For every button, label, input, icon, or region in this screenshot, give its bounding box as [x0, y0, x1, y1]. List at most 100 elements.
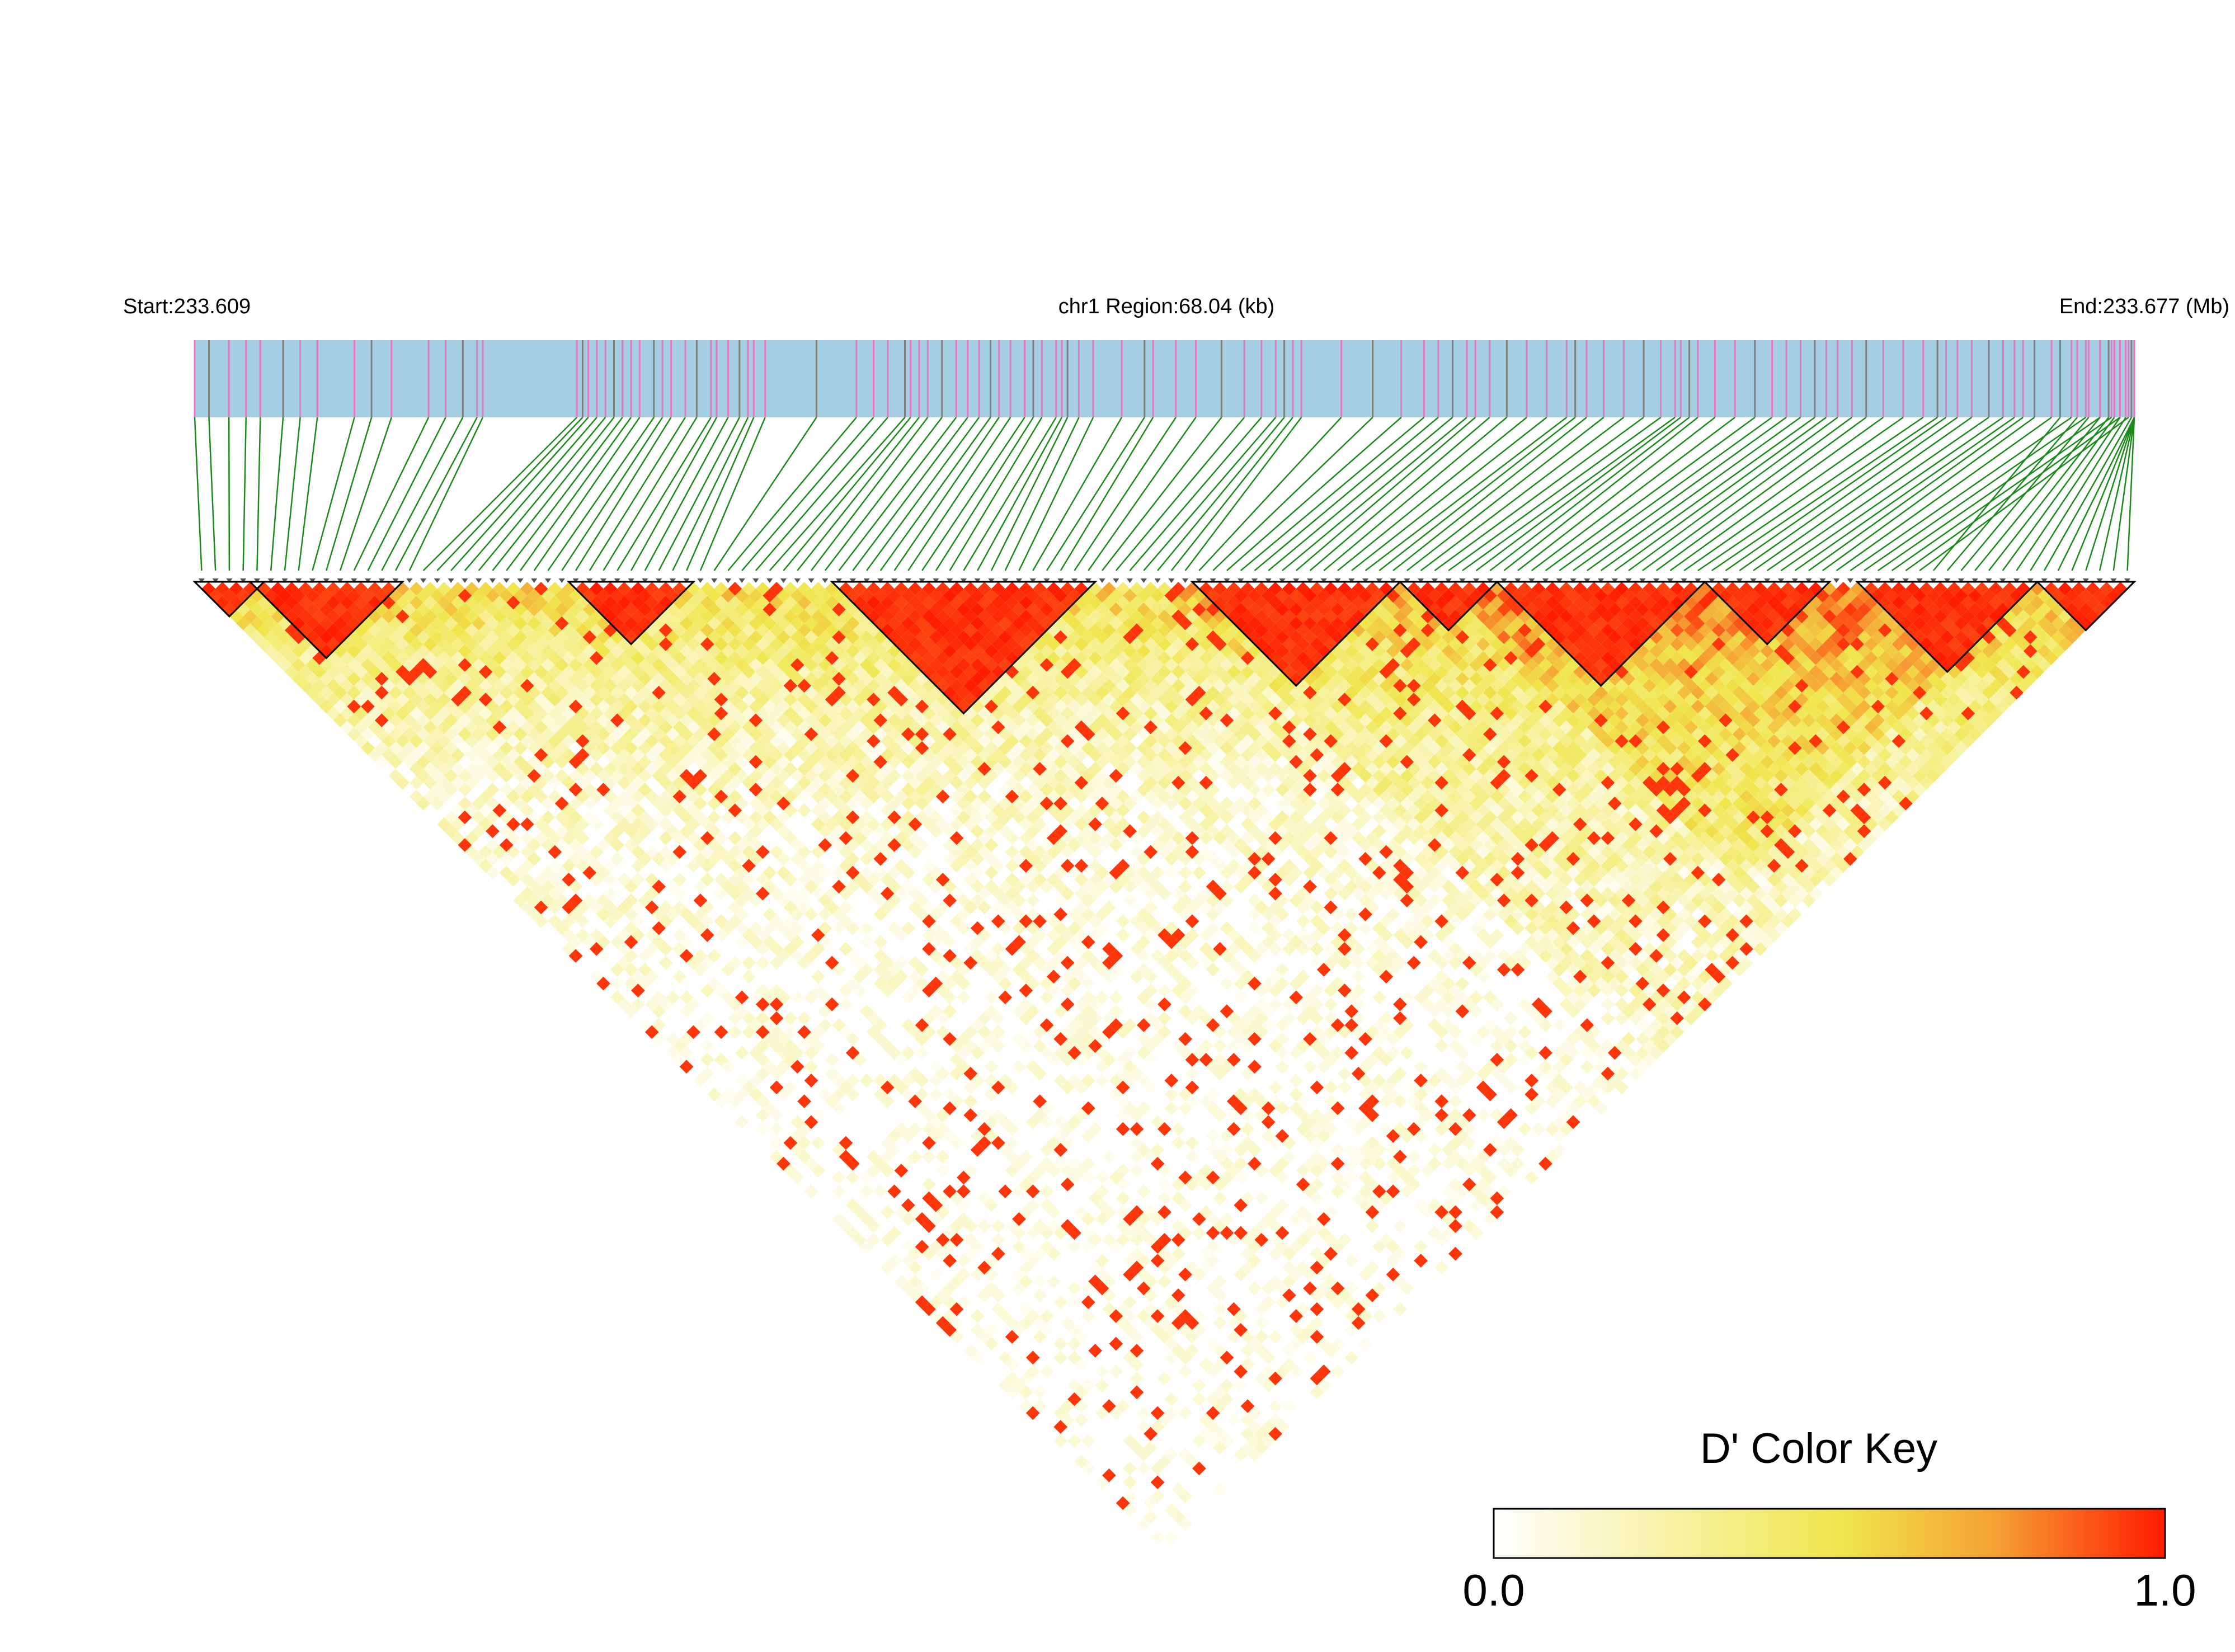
ld-cell: [1338, 789, 1352, 804]
ld-cell: [1150, 1475, 1165, 1490]
ld-cell: [1428, 976, 1442, 991]
ld-cell: [963, 1164, 978, 1178]
ld-cell: [845, 810, 860, 825]
ld-cell: [1081, 685, 1095, 700]
ld-cell: [554, 741, 569, 755]
ld-cell: [957, 616, 971, 630]
ld-cell: [700, 693, 714, 707]
ld-cell: [499, 796, 514, 811]
ld-cell: [908, 1066, 923, 1081]
ld-cell: [1538, 1156, 1552, 1171]
ld-cell: [790, 907, 804, 921]
ld-cell: [769, 1108, 784, 1122]
ld-cell: [1025, 1060, 1040, 1074]
ld-cell: [665, 644, 680, 658]
ld-cell: [1344, 755, 1359, 769]
ld-cell: [1234, 865, 1248, 880]
ld-cell: [1178, 1170, 1193, 1185]
ld-cell: [326, 679, 341, 693]
ld-cell: [1268, 1094, 1282, 1109]
ld-cell: [1067, 699, 1081, 714]
ld-cell: [568, 685, 583, 700]
ld-cell: [361, 630, 375, 644]
ld-cell: [1268, 983, 1282, 997]
ld-cell: [1039, 1198, 1054, 1212]
ld-cell: [1234, 741, 1248, 755]
ld-cell: [430, 741, 444, 755]
ld-cell: [527, 699, 542, 714]
ld-cell: [811, 665, 825, 679]
ld-cell: [1344, 879, 1359, 894]
ld-cell: [1074, 789, 1089, 804]
ld-cell: [1303, 1281, 1317, 1296]
ld-cell: [1289, 1074, 1304, 1088]
ld-cell: [984, 671, 999, 686]
ld-cell: [610, 963, 624, 977]
ld-cell: [1039, 1309, 1054, 1323]
ld-cell: [943, 824, 957, 839]
ld-cell: [811, 1108, 825, 1122]
ld-cell: [1150, 589, 1165, 603]
ld-cell: [1393, 928, 1407, 942]
ld-cell: [444, 658, 458, 672]
ld-cell: [1296, 1302, 1310, 1316]
ld-cell: [1400, 879, 1414, 894]
ld-cell: [1158, 1232, 1171, 1247]
ld-cell: [957, 769, 971, 783]
ld-cell: [1428, 949, 1442, 963]
ld-cell: [1248, 1060, 1262, 1074]
snp-connector: [1046, 417, 1145, 571]
snp-connector: [478, 417, 606, 571]
ld-cell: [527, 851, 542, 866]
ld-cell: [1400, 1046, 1414, 1060]
ld-cell: [1240, 706, 1255, 721]
ld-cell: [554, 838, 569, 852]
ld-cell: [534, 817, 548, 831]
ld-cell: [499, 671, 514, 686]
ld-cell: [977, 1330, 991, 1344]
ld-cell: [1081, 810, 1095, 825]
ld-cell: [624, 935, 638, 949]
ld-cell: [1109, 1309, 1123, 1323]
ld-cell: [541, 838, 555, 852]
ld-cell: [1344, 1170, 1359, 1185]
ld-cell: [783, 720, 798, 735]
ld-cell: [430, 727, 444, 741]
ld-cell: [312, 582, 327, 596]
ld-cell: [1234, 1309, 1248, 1323]
ld-cell: [908, 1122, 923, 1136]
ld-cell: [631, 914, 645, 929]
ld-cell: [1199, 637, 1213, 651]
snp-connector: [949, 417, 1043, 571]
ld-cell: [1039, 990, 1054, 1005]
ld-cell: [1531, 1066, 1546, 1081]
ld-cell: [1365, 886, 1380, 901]
ld-cell: [859, 1170, 874, 1185]
ld-cell: [1067, 1281, 1081, 1296]
ld-cell: [1282, 997, 1296, 1011]
ld-cell: [1144, 1441, 1158, 1455]
ld-cell: [1136, 685, 1151, 700]
ld-cell: [1324, 886, 1338, 901]
ld-cell: [568, 603, 583, 616]
ld-cell: [901, 1254, 915, 1268]
ld-cell: [1324, 1094, 1338, 1109]
ld-cell: [1123, 589, 1137, 603]
ld-cell: [970, 879, 985, 894]
ld-cell: [1095, 865, 1109, 880]
ld-cell: [984, 755, 999, 769]
ld-cell: [520, 817, 534, 831]
ld-cell: [672, 595, 687, 610]
ld-cell: [721, 1060, 735, 1074]
ld-cell: [1607, 1046, 1622, 1060]
ld-cell: [1171, 748, 1185, 762]
ld-cell: [582, 935, 597, 949]
ld-cell: [908, 1150, 923, 1164]
ld-cell: [1123, 1434, 1137, 1448]
ld-cell: [1053, 658, 1068, 672]
ld-cell: [880, 886, 895, 901]
ld-cell: [991, 1080, 1005, 1095]
ld-cell: [638, 671, 652, 686]
ld-cell: [957, 644, 971, 658]
ld-cell: [1316, 1060, 1331, 1074]
